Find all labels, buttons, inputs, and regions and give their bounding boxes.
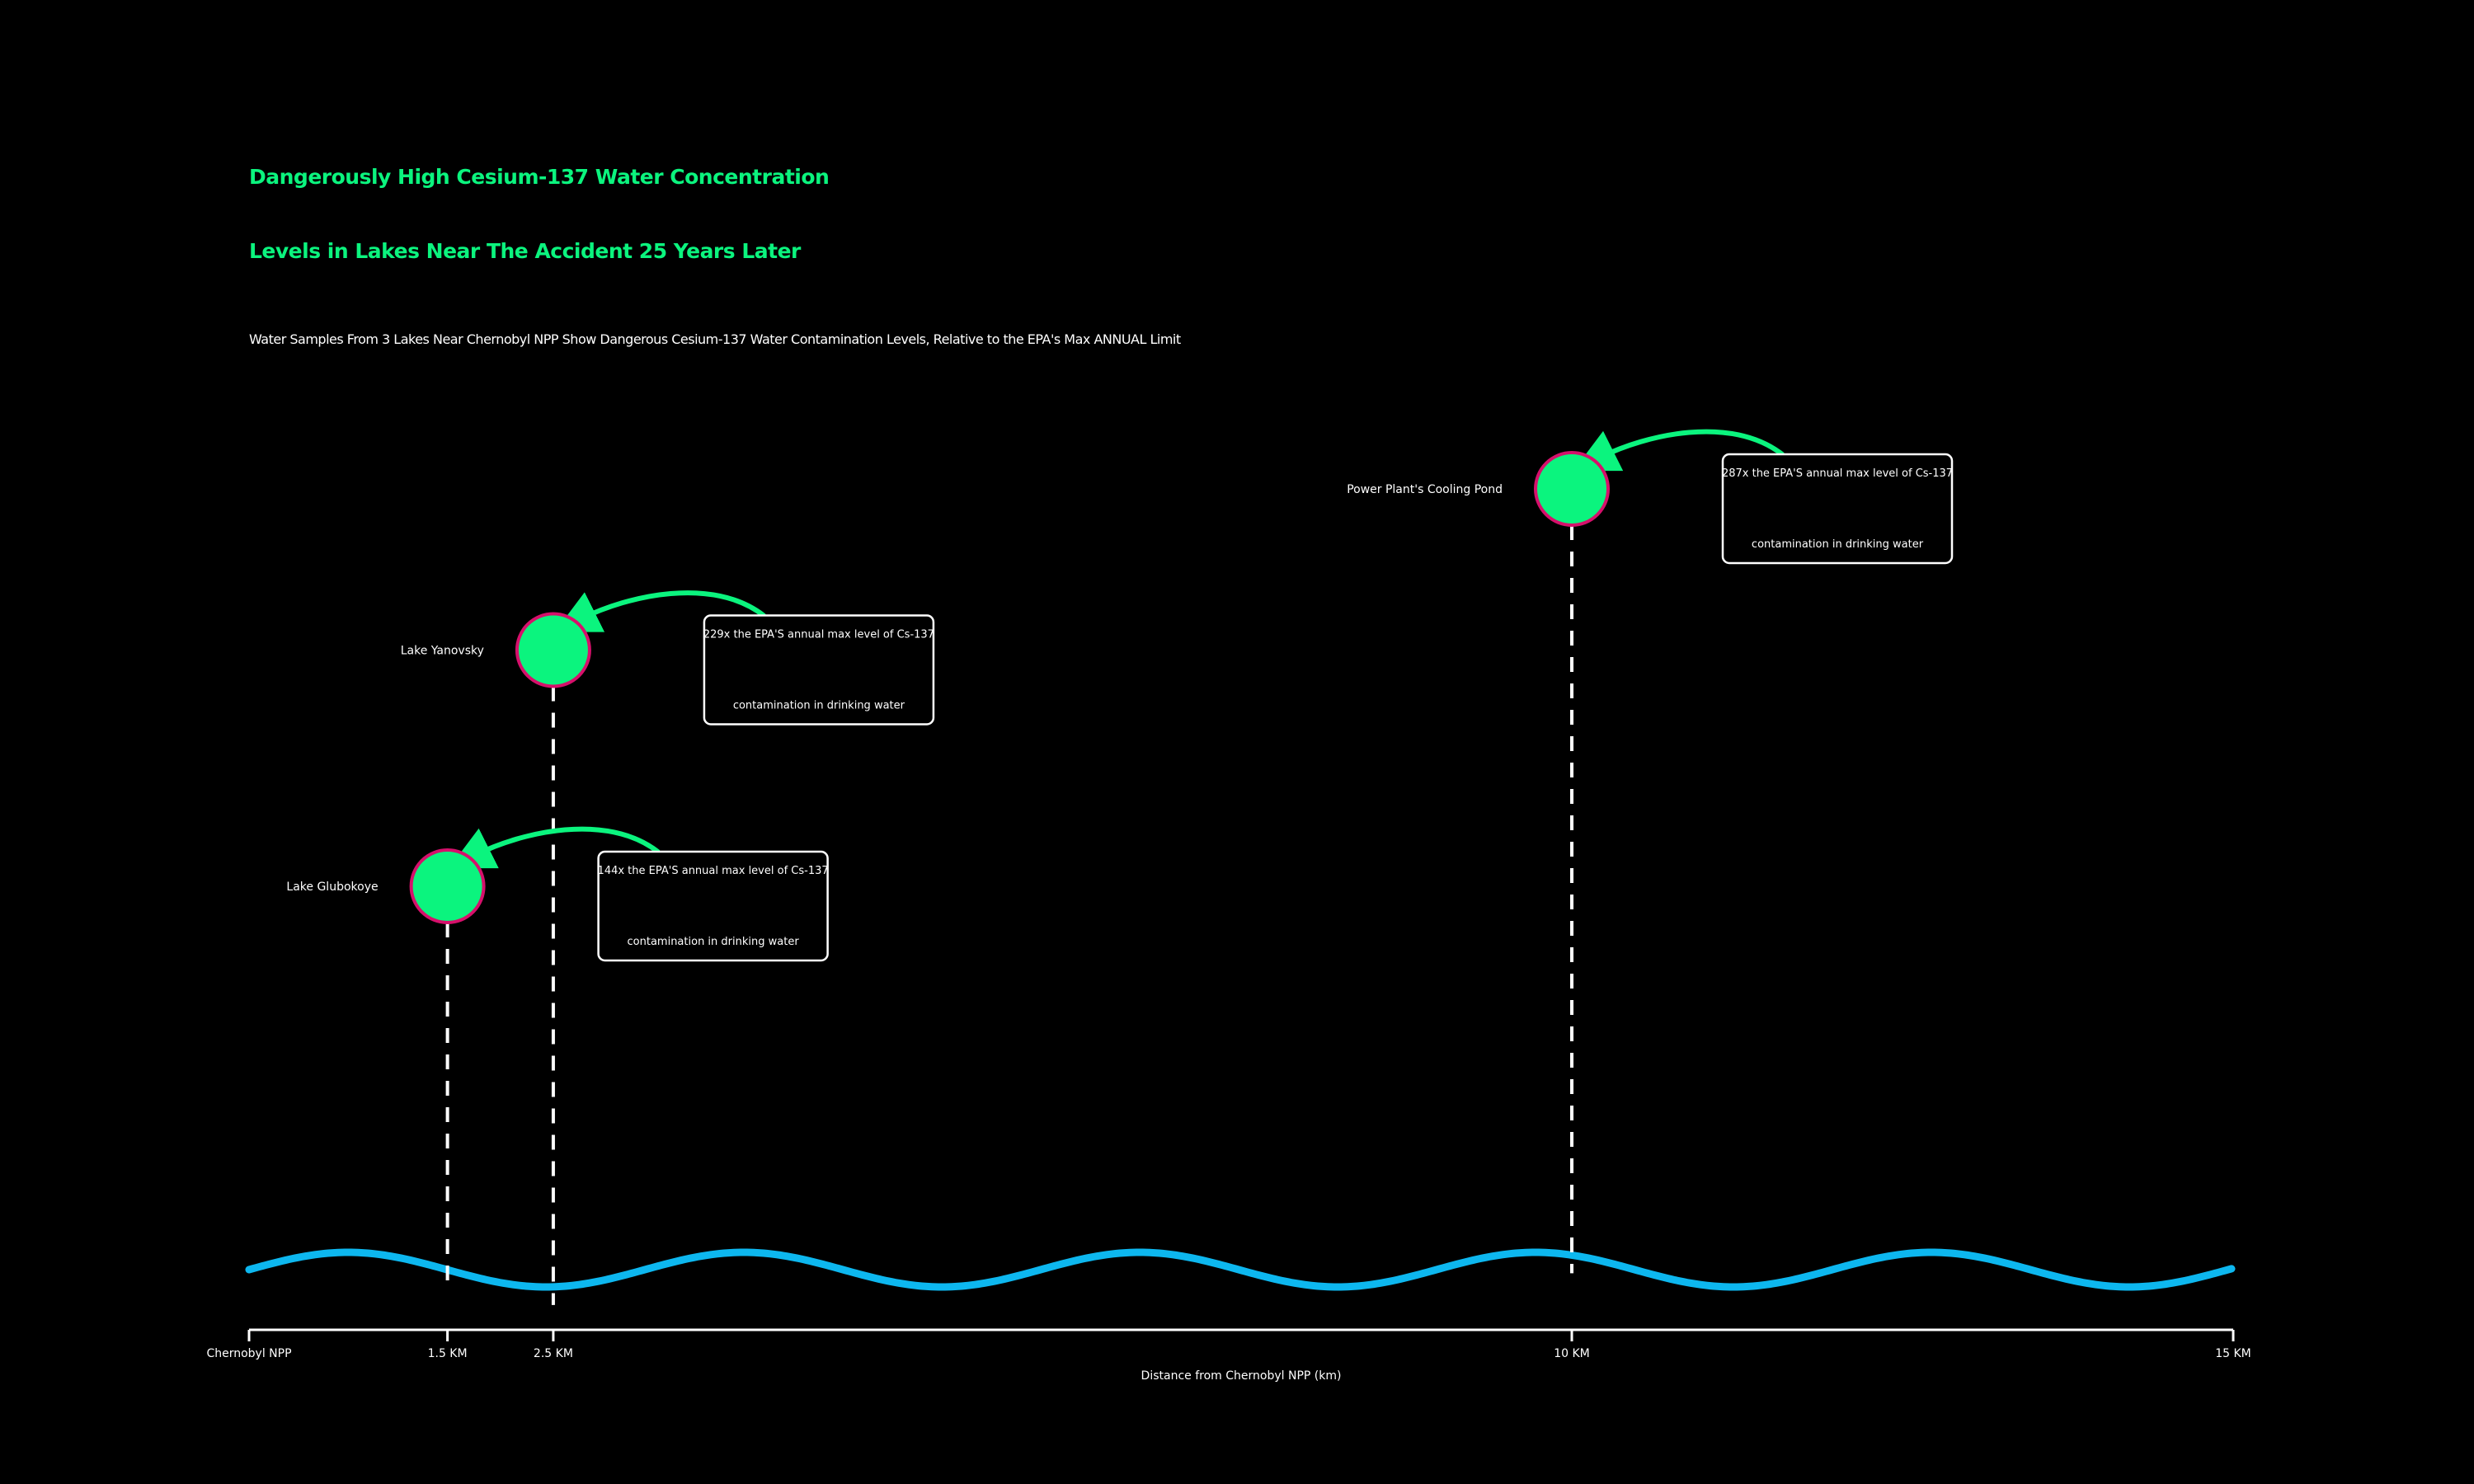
lake-label: Lake Yanovsky xyxy=(401,644,484,657)
points-layer: Lake Glubokoye Lake Yanovsky Power Plant's… xyxy=(286,451,1610,924)
lake-label: Power Plant's Cooling Pond xyxy=(1347,483,1503,496)
callout-line-1: 144x the EPA'S annual max level of Cs-13… xyxy=(598,865,829,877)
x-axis-tick-label: 15 KM xyxy=(2215,1347,2251,1360)
callout-box xyxy=(1721,453,1954,565)
x-axis-tick-label: Chernobyl NPP xyxy=(206,1347,291,1360)
callout-box xyxy=(597,850,829,962)
x-axis: Distance from Chernobyl NPP (km) Chernob… xyxy=(206,1328,2251,1383)
river-wave-layer xyxy=(245,1248,2236,1291)
chart-subtitle: Water Samples From 3 Lakes Near Chernoby… xyxy=(249,331,1181,347)
lake-label: Lake Glubokoye xyxy=(286,881,378,894)
lake-point xyxy=(515,612,591,688)
lake-point xyxy=(409,848,486,924)
drop-lines-layer xyxy=(445,525,1573,1305)
callout-arrow xyxy=(449,826,661,869)
callout-box xyxy=(703,614,935,726)
callout-line-2: contamination in drinking water xyxy=(1752,538,1924,551)
arrows-layer xyxy=(449,429,1785,869)
callout-arrow xyxy=(1573,429,1785,472)
river-wave xyxy=(245,1248,2236,1291)
x-axis-tick-label: 2.5 KM xyxy=(534,1347,573,1360)
chart-title-line-2: Levels in Lakes Near The Accident 25 Yea… xyxy=(249,239,801,263)
callout-arrow xyxy=(554,590,766,632)
callout-line-2: contamination in drinking water xyxy=(628,936,800,948)
chart-title-line-1: Dangerously High Cesium-137 Water Concen… xyxy=(249,165,830,189)
x-axis-tick-label: 1.5 KM xyxy=(428,1347,468,1360)
x-axis-tick-label: 10 KM xyxy=(1554,1347,1590,1360)
lake-point xyxy=(1534,451,1610,527)
x-axis-title: Distance from Chernobyl NPP (km) xyxy=(1141,1369,1342,1383)
callouts-layer: 144x the EPA'S annual max level of Cs-13… xyxy=(597,453,1954,962)
callout-line-2: contamination in drinking water xyxy=(733,699,905,711)
callout-line-1: 287x the EPA'S annual max level of Cs-13… xyxy=(1722,467,1953,480)
callout-line-1: 229x the EPA'S annual max level of Cs-13… xyxy=(703,628,934,641)
